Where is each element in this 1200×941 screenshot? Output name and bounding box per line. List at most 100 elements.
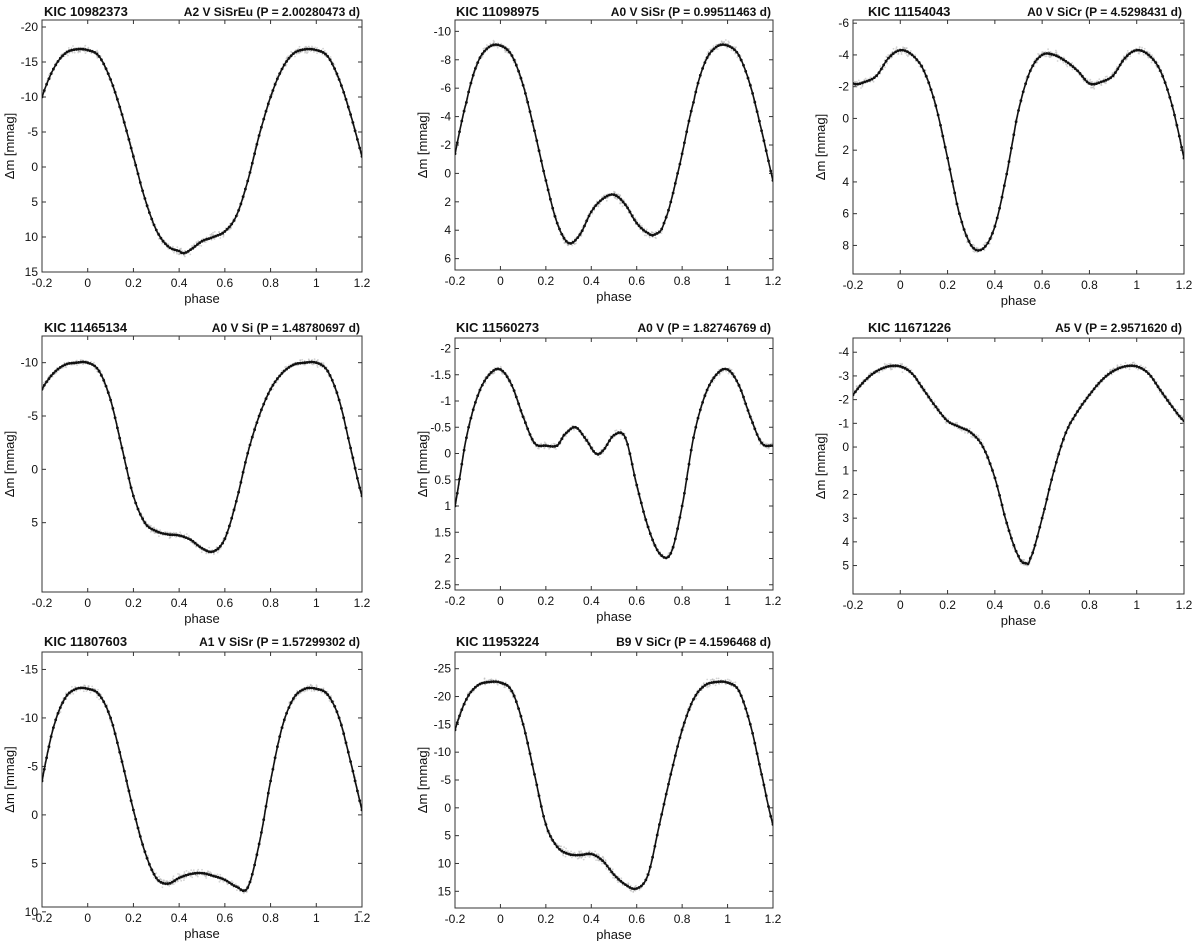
observation-point <box>959 428 962 431</box>
observation-point <box>190 245 193 247</box>
observation-point <box>1071 62 1073 64</box>
observation-point <box>306 52 308 55</box>
observation-point <box>1128 368 1131 371</box>
y-tick-label: 2 <box>444 552 451 566</box>
observation-point <box>553 447 556 450</box>
observation-point <box>667 552 670 555</box>
x-tick-label: 1 <box>313 276 320 290</box>
observation-point <box>1141 46 1143 49</box>
x-tick-label: 0.4 <box>171 596 188 610</box>
observation-point <box>734 52 737 55</box>
observation-point <box>68 52 71 54</box>
observation-point <box>905 47 908 50</box>
observation-point <box>179 248 182 250</box>
observation-point <box>728 367 731 370</box>
observation-point <box>188 535 190 538</box>
observation-point <box>150 525 153 527</box>
observation-point <box>543 441 546 444</box>
observation-point <box>615 429 618 432</box>
observation-point <box>333 63 336 66</box>
observation-point <box>210 235 213 237</box>
observation-point <box>1069 65 1071 68</box>
observation-point <box>1089 78 1092 81</box>
y-tick-label: -4 <box>838 48 849 62</box>
observation-point <box>648 236 651 239</box>
observation-point <box>215 546 218 549</box>
observation-point <box>1065 63 1067 65</box>
observation-point <box>1092 85 1095 88</box>
observation-point <box>93 361 95 364</box>
observation-point <box>304 363 306 366</box>
observation-point <box>316 364 319 367</box>
y-tick-label: 0 <box>842 440 849 454</box>
x-tick-label: 1 <box>313 596 320 610</box>
chart-title: KIC 11154043 <box>868 4 950 19</box>
observation-point <box>84 52 87 54</box>
x-tick-label: 0 <box>897 278 904 292</box>
observation-point <box>706 53 709 56</box>
observation-point <box>762 441 765 443</box>
observation-point <box>571 244 574 247</box>
observation-point <box>716 48 719 50</box>
x-tick-label: -0.2 <box>445 274 466 288</box>
chart-panel-1: -0.2 0 0.2 0.4 0.6 0.8 1 1.2-20-15-10-5051015ph… <box>2 4 371 306</box>
observation-point <box>621 205 624 208</box>
observation-point <box>884 364 886 366</box>
observation-point <box>909 50 912 52</box>
y-tick-label: -3 <box>838 369 849 383</box>
observation-point <box>1178 417 1181 420</box>
x-axis-label: phase <box>596 289 631 304</box>
observation-point <box>1037 53 1039 55</box>
chart-subtitle: A0 V Si (P = 1.48780697 d) <box>212 321 360 335</box>
y-tick-label: -2 <box>440 342 451 356</box>
observation-point <box>172 245 174 248</box>
observation-point <box>1062 61 1065 64</box>
observation-point <box>84 44 87 47</box>
x-tick-label: 1.2 <box>1176 278 1193 292</box>
observation-point <box>305 51 307 53</box>
observation-point <box>54 372 57 375</box>
y-tick-label: 2 <box>444 195 451 209</box>
observation-point <box>1100 84 1103 86</box>
observation-point <box>900 53 903 55</box>
observation-point <box>161 242 164 245</box>
observation-point <box>643 234 646 237</box>
observation-point <box>299 51 302 54</box>
observation-point <box>562 239 565 242</box>
observation-point <box>189 253 192 256</box>
y-tick-label: 2.5 <box>434 578 451 592</box>
observation-point <box>868 373 870 376</box>
observation-point <box>651 231 654 234</box>
y-tick-label: 1 <box>842 464 849 478</box>
y-tick-label: 5 <box>842 559 849 573</box>
plot-area <box>41 335 363 593</box>
x-tick-label: 0 <box>84 276 91 290</box>
y-tick-label: 6 <box>444 252 451 266</box>
y-axis-label: Δm [mmag] <box>415 112 430 178</box>
x-tick-label: 0.6 <box>628 274 645 288</box>
chart-subtitle: A0 V SiSr (P = 0.99511463 d) <box>611 5 771 19</box>
observation-point <box>176 252 178 255</box>
observation-point <box>203 241 206 244</box>
observation-point <box>886 62 889 65</box>
chart-subtitle: A5 V (P = 2.9571620 d) <box>1055 321 1182 335</box>
observation-point <box>1098 78 1101 80</box>
x-tick-label: 0.2 <box>125 596 142 610</box>
y-tick-label: 5 <box>31 516 38 530</box>
x-tick-label: 0.8 <box>262 276 279 290</box>
observation-point <box>892 47 895 50</box>
observation-point <box>1083 80 1085 83</box>
observation-point <box>563 242 566 245</box>
observation-point <box>317 359 319 361</box>
observation-point <box>500 42 503 45</box>
observation-point <box>314 46 316 49</box>
x-tick-label: 0.2 <box>538 274 555 288</box>
observation-point <box>197 240 200 242</box>
observation-point <box>855 85 858 88</box>
observation-point <box>94 368 96 370</box>
plot-area <box>454 337 774 591</box>
observation-point <box>209 234 212 236</box>
observation-point <box>276 75 278 77</box>
observation-point <box>73 51 76 54</box>
observation-point <box>284 366 286 368</box>
